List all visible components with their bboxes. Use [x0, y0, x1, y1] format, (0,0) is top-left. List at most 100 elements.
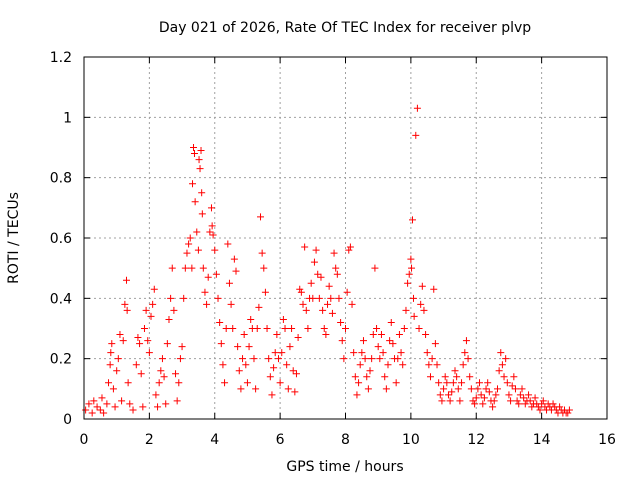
data-point — [309, 294, 317, 302]
data-point — [132, 361, 140, 369]
data-point — [431, 340, 439, 348]
data-point — [142, 306, 150, 314]
data-point — [180, 294, 188, 302]
data-point — [417, 300, 425, 308]
data-point — [160, 373, 168, 381]
data-point — [302, 306, 310, 314]
data-point — [147, 312, 155, 320]
data-point — [252, 385, 260, 393]
data-point — [137, 370, 145, 378]
data-point — [477, 391, 485, 399]
data-point — [178, 343, 186, 351]
y-axis-label: ROTI / TECUs — [6, 192, 22, 284]
data-point — [126, 400, 134, 408]
data-point — [374, 343, 382, 351]
gridlines — [84, 57, 607, 419]
data-point — [467, 385, 475, 393]
data-point — [345, 246, 353, 254]
data-point — [405, 270, 413, 278]
data-point — [333, 270, 341, 278]
data-point — [113, 367, 121, 375]
data-point — [493, 385, 501, 393]
data-point — [116, 331, 124, 339]
data-point — [489, 403, 497, 411]
data-point — [425, 361, 433, 369]
data-point — [96, 406, 104, 414]
data-point — [199, 264, 207, 272]
data-point — [348, 300, 356, 308]
data-point — [278, 349, 286, 357]
data-point — [181, 264, 189, 272]
data-point — [497, 349, 505, 357]
x-tick-label: 4 — [210, 432, 219, 448]
data-point — [386, 337, 394, 345]
data-point — [211, 246, 219, 254]
y-tick-label: 0.8 — [50, 171, 72, 187]
data-point — [502, 355, 510, 363]
data-point — [363, 373, 371, 381]
data-point — [118, 397, 126, 405]
data-point — [216, 318, 224, 326]
data-point — [253, 325, 261, 332]
data-point — [105, 379, 113, 387]
data-point — [206, 228, 214, 236]
data-point — [510, 373, 518, 381]
data-point — [307, 279, 315, 287]
data-point — [355, 379, 363, 387]
x-tick-label: 12 — [467, 432, 485, 448]
data-point — [418, 282, 426, 290]
data-point — [338, 337, 346, 345]
y-tick-label: 0.2 — [50, 352, 72, 368]
data-point — [232, 267, 240, 275]
data-point — [539, 397, 547, 405]
data-point — [526, 397, 534, 405]
data-point — [472, 394, 480, 402]
data-point — [395, 331, 403, 339]
data-point — [247, 315, 255, 323]
data-point — [505, 391, 513, 399]
data-point — [451, 367, 459, 375]
data-point — [377, 331, 385, 339]
data-point — [217, 340, 225, 348]
data-point — [107, 349, 115, 357]
data-point — [188, 264, 196, 272]
data-point — [369, 331, 377, 339]
data-point — [123, 306, 131, 314]
data-point — [409, 294, 417, 302]
data-point — [342, 325, 349, 332]
data-point — [328, 309, 336, 317]
data-point — [219, 361, 227, 369]
data-point — [402, 306, 410, 314]
data-point — [173, 397, 181, 405]
data-point — [446, 397, 454, 405]
data-point — [315, 294, 323, 302]
data-point — [404, 279, 412, 287]
data-point — [520, 394, 528, 402]
data-point — [325, 282, 333, 290]
data-point — [443, 379, 451, 387]
data-point — [324, 300, 332, 308]
data-point — [203, 300, 211, 308]
data-point — [337, 318, 345, 326]
data-points — [82, 104, 573, 417]
data-point — [100, 409, 108, 417]
data-point — [382, 385, 390, 393]
data-point — [212, 270, 220, 278]
data-point — [319, 306, 327, 314]
data-point — [221, 379, 229, 387]
data-point — [400, 325, 408, 332]
x-tick-label: 0 — [80, 432, 89, 448]
data-point — [198, 210, 206, 218]
data-point — [353, 391, 361, 399]
data-point — [366, 367, 374, 375]
data-point — [234, 343, 242, 351]
data-point — [129, 406, 137, 414]
data-point — [376, 355, 384, 363]
data-point — [413, 104, 421, 112]
data-point — [190, 150, 198, 158]
data-point — [458, 379, 466, 387]
data-point — [255, 303, 263, 311]
data-point — [564, 409, 572, 417]
data-point — [268, 391, 276, 399]
